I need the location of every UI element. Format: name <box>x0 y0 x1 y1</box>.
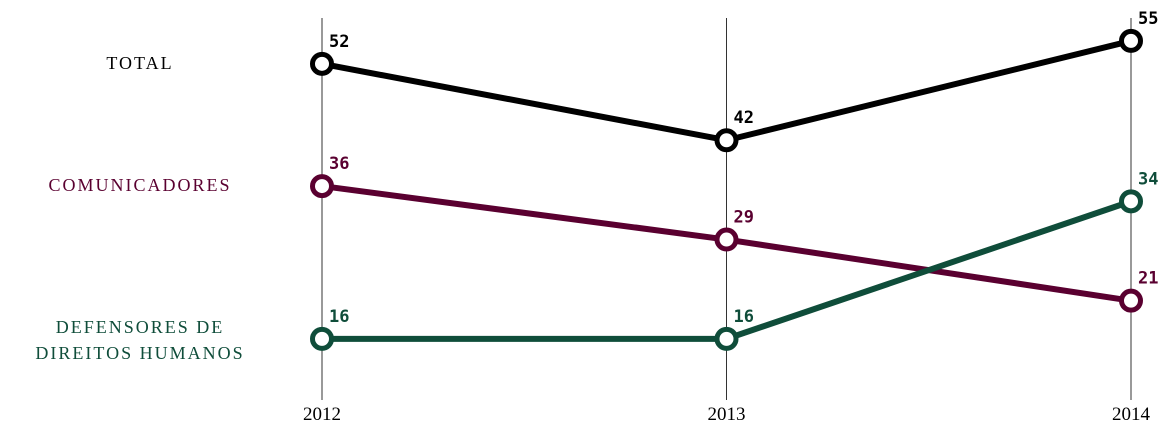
point-marker <box>1119 28 1143 53</box>
value-label: 21 <box>1138 269 1158 289</box>
point-marker <box>714 326 739 351</box>
value-label: 55 <box>1138 9 1158 29</box>
series-label: DEFENSORES DE DIREITOS HUMANOS <box>35 316 245 363</box>
point-marker <box>1119 189 1143 214</box>
value-label: 42 <box>734 108 754 128</box>
value-label: 29 <box>734 208 754 228</box>
x-tick-label: 2012 <box>303 404 341 425</box>
point-marker <box>1119 288 1143 313</box>
value-label: 52 <box>329 32 349 52</box>
point-marker <box>714 128 739 153</box>
point-marker <box>310 326 334 351</box>
x-tick-label: 2014 <box>1112 404 1151 425</box>
point-marker <box>714 227 739 252</box>
series-label: TOTAL <box>106 52 174 73</box>
series-label: COMUNICADORES <box>48 175 232 196</box>
value-label: 36 <box>329 154 349 174</box>
value-label: 16 <box>734 307 754 327</box>
value-label: 34 <box>1138 169 1158 189</box>
point-marker <box>310 51 334 76</box>
point-marker <box>310 174 334 199</box>
value-label: 16 <box>329 307 349 327</box>
x-tick-label: 2013 <box>708 404 746 425</box>
